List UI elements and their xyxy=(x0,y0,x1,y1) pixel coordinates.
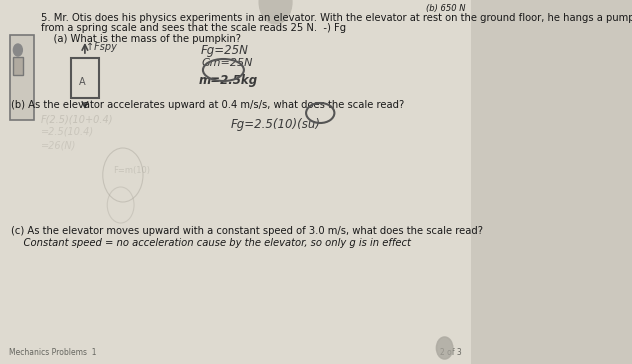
Text: ↑Fspy: ↑Fspy xyxy=(87,42,118,52)
Text: Fg=25N: Fg=25N xyxy=(201,44,249,57)
Text: =2.5(10.4): =2.5(10.4) xyxy=(41,127,94,137)
Text: from a spring scale and sees that the scale reads 25 N.  -) Fg: from a spring scale and sees that the sc… xyxy=(41,23,346,33)
Circle shape xyxy=(437,337,453,359)
Circle shape xyxy=(13,44,22,56)
Bar xyxy=(10,35,34,120)
Text: =26(N): =26(N) xyxy=(41,140,76,150)
Text: F=m(10): F=m(10) xyxy=(113,166,150,174)
Text: 5. Mr. Otis does his physics experiments in an elevator. With the elevator at re: 5. Mr. Otis does his physics experiments… xyxy=(41,13,632,23)
Text: Constant speed = no acceleration cause by the elevator, so only g is in effect: Constant speed = no acceleration cause b… xyxy=(11,238,411,248)
Text: 2 of 3: 2 of 3 xyxy=(440,348,462,357)
Text: (b) As the elevator accelerates upward at 0.4 m/s/s, what does the scale read?: (b) As the elevator accelerates upward a… xyxy=(11,100,404,110)
Text: (b) 650 N: (b) 650 N xyxy=(426,4,465,13)
Bar xyxy=(71,58,99,98)
Text: (a) What is the mass of the pumpkin?: (a) What is the mass of the pumpkin? xyxy=(41,34,241,44)
Bar xyxy=(13,57,23,75)
Circle shape xyxy=(259,0,292,24)
Text: A: A xyxy=(80,77,86,87)
Text: (c) As the elevator moves upward with a constant speed of 3.0 m/s, what does the: (c) As the elevator moves upward with a … xyxy=(11,226,483,236)
Text: F(2.5)(10+0.4): F(2.5)(10+0.4) xyxy=(41,115,114,125)
Text: Mechanics Problems  1: Mechanics Problems 1 xyxy=(9,348,97,357)
Text: Fg=2.5(10)(su): Fg=2.5(10)(su) xyxy=(231,118,321,131)
Text: Gm=25N: Gm=25N xyxy=(201,58,253,68)
Text: m=2.5kg: m=2.5kg xyxy=(199,74,258,87)
Circle shape xyxy=(437,337,453,359)
